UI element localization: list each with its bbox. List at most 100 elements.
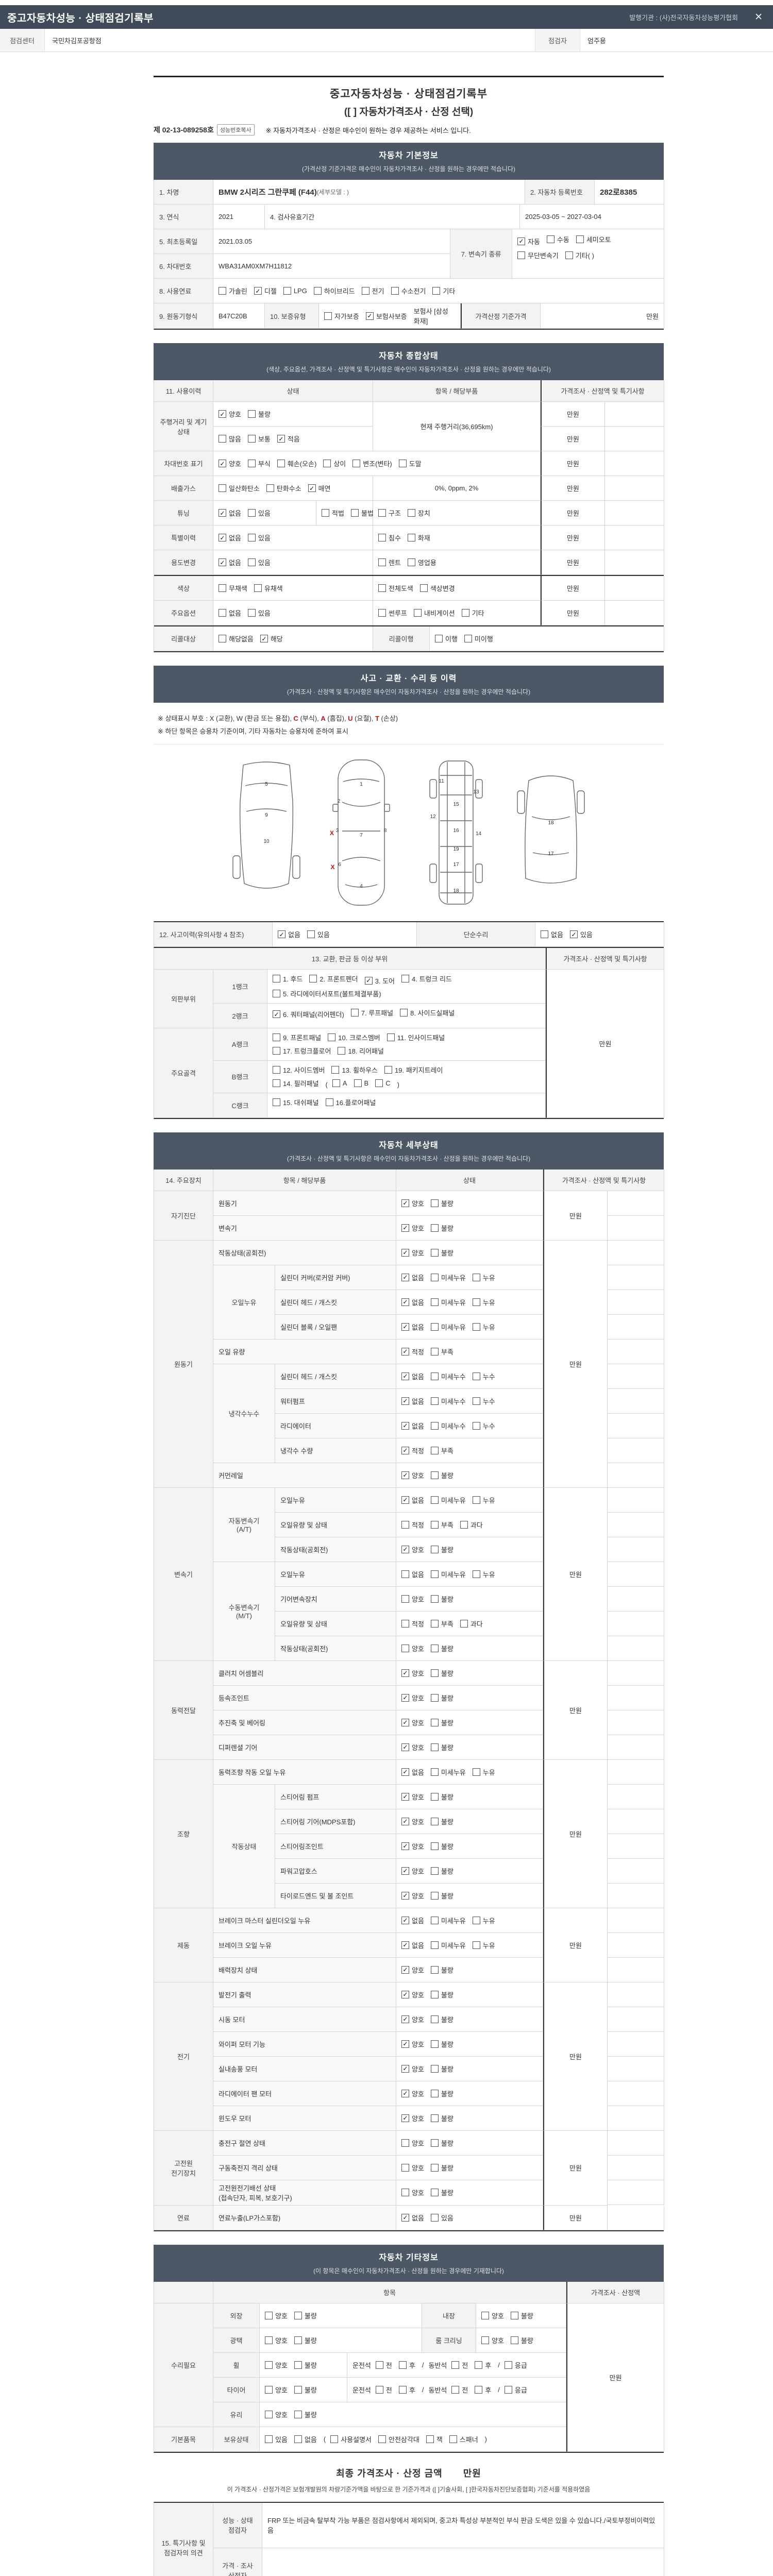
checkbox-icon[interactable] — [430, 2064, 439, 2073]
checkbox-option[interactable]: 스패너 — [449, 2434, 478, 2444]
checkbox-option[interactable]: 없음 — [219, 608, 241, 618]
checkbox-option[interactable]: 양호 — [401, 2188, 424, 2197]
checkbox-option[interactable]: 14. 필러패널 — [273, 1078, 319, 1088]
checkbox-option[interactable]: 썬루프 — [378, 608, 407, 618]
checkbox-icon[interactable] — [378, 509, 386, 517]
checkbox-checked-icon[interactable] — [219, 509, 226, 517]
checkbox-icon[interactable] — [430, 1347, 439, 1355]
checkbox-option[interactable]: 양호 — [401, 1792, 424, 1802]
checkbox-option[interactable]: 누유 — [472, 1297, 495, 1307]
checkbox-checked-icon[interactable] — [401, 1323, 409, 1331]
checkbox-option[interactable]: 불량 — [430, 1990, 453, 1999]
checkbox-option[interactable]: 미세누유 — [430, 1767, 466, 1777]
checkbox-option[interactable]: 양호 — [481, 2311, 504, 2320]
checkbox-icon[interactable] — [378, 609, 386, 617]
checkbox-icon[interactable] — [375, 2385, 383, 2394]
checkbox-option[interactable]: 불량 — [430, 1718, 453, 1727]
checkbox-checked-icon[interactable] — [401, 1496, 409, 1504]
checkbox-option[interactable]: 불법 — [350, 508, 374, 518]
checkbox-option[interactable]: 불량 — [430, 1668, 453, 1678]
checkbox-option[interactable]: 불량 — [294, 2360, 317, 2370]
checkbox-option[interactable]: 기타 — [461, 608, 484, 618]
checkbox-option[interactable]: 불량 — [430, 1545, 453, 1554]
checkbox-option[interactable]: 누수 — [472, 1396, 495, 1406]
checkbox-icon[interactable] — [541, 930, 548, 938]
checkbox-icon[interactable] — [332, 1079, 340, 1087]
checkbox-option[interactable]: 양호 — [401, 1742, 424, 1752]
checkbox-checked-icon[interactable] — [569, 930, 578, 938]
checkbox-option[interactable]: 전 — [375, 2385, 392, 2395]
checkbox-icon[interactable] — [322, 509, 329, 517]
checkbox-option[interactable]: 적법 — [322, 508, 344, 518]
checkbox-option[interactable]: 없음 — [541, 929, 563, 939]
checkbox-icon[interactable] — [430, 1298, 439, 1306]
checkbox-icon[interactable] — [219, 584, 226, 592]
checkbox-checked-icon[interactable] — [364, 976, 373, 985]
checkbox-option[interactable]: 미세누유 — [430, 1273, 466, 1282]
checkbox-icon[interactable] — [265, 2361, 273, 2369]
checkbox-option[interactable]: 누유 — [472, 1940, 495, 1950]
checkbox-option[interactable]: 후 — [398, 2360, 415, 2370]
checkbox-icon[interactable] — [430, 1323, 439, 1331]
checkbox-option[interactable]: 적음 — [277, 434, 300, 444]
checkbox-option[interactable]: 탄화수소 — [266, 483, 301, 493]
checkbox-icon[interactable] — [247, 460, 256, 467]
checkbox-option[interactable]: 하이브리드 — [313, 286, 355, 296]
checkbox-icon[interactable] — [294, 2361, 302, 2369]
checkbox-option[interactable]: 양호 — [401, 2039, 424, 2049]
checkbox-icon[interactable] — [430, 1545, 439, 1553]
checkbox-checked-icon[interactable] — [401, 1397, 409, 1405]
checkbox-checked-icon[interactable] — [401, 1768, 409, 1776]
checkbox-icon[interactable] — [430, 2163, 439, 2172]
checkbox-checked-icon[interactable] — [401, 1842, 409, 1850]
checkbox-icon[interactable] — [247, 558, 256, 566]
checkbox-option[interactable]: 없음 — [401, 1371, 424, 1381]
checkbox-option[interactable]: 부족 — [430, 1446, 453, 1455]
checkbox-icon[interactable] — [407, 558, 415, 566]
checkbox-option[interactable]: 유채색 — [254, 583, 283, 593]
checkbox-icon[interactable] — [430, 1471, 439, 1479]
checkbox-icon[interactable] — [504, 2385, 512, 2394]
checkbox-option[interactable]: 불량 — [430, 1693, 453, 1703]
checkbox-option[interactable]: 불량 — [294, 2335, 317, 2345]
checkbox-option[interactable]: 있음 — [265, 2434, 288, 2444]
checkbox-icon[interactable] — [330, 2435, 339, 2443]
checkbox-checked-icon[interactable] — [401, 2064, 409, 2073]
checkbox-checked-icon[interactable] — [401, 1248, 409, 1257]
checkbox-icon[interactable] — [277, 460, 285, 467]
checkbox-option[interactable]: 불량 — [294, 2385, 317, 2395]
checkbox-checked-icon[interactable] — [273, 1010, 280, 1018]
checkbox-option[interactable]: 불량 — [430, 2163, 453, 2173]
checkbox-option[interactable]: 부족 — [430, 1520, 453, 1530]
checkbox-checked-icon[interactable] — [219, 534, 226, 541]
checkbox-option[interactable]: 없음 — [401, 1916, 424, 1925]
checkbox-option[interactable]: 과다 — [460, 1619, 483, 1629]
checkbox-option[interactable]: 양호 — [401, 1594, 424, 1604]
checkbox-icon[interactable] — [247, 509, 256, 517]
checkbox-checked-icon[interactable] — [260, 635, 268, 642]
checkbox-icon[interactable] — [265, 2336, 273, 2344]
checkbox-option[interactable]: 전체도색 — [378, 583, 413, 593]
checkbox-icon[interactable] — [386, 1033, 395, 1041]
checkbox-option[interactable]: 미이행 — [464, 634, 493, 643]
checkbox-option[interactable]: 불량 — [430, 1223, 453, 1233]
checkbox-icon[interactable] — [247, 410, 256, 418]
checkbox-icon[interactable] — [464, 635, 472, 642]
checkbox-option[interactable]: 6. 쿼터패널(리어펜더) — [273, 1009, 344, 1019]
checkbox-checked-icon[interactable] — [278, 930, 285, 938]
checkbox-icon[interactable] — [430, 2139, 439, 2147]
checkbox-option[interactable]: 양호 — [265, 2410, 288, 2419]
checkbox-icon[interactable] — [247, 435, 256, 443]
checkbox-checked-icon[interactable] — [401, 1471, 409, 1479]
checkbox-checked-icon[interactable] — [401, 1891, 409, 1900]
checkbox-icon[interactable] — [419, 584, 428, 592]
checkbox-icon[interactable] — [407, 534, 415, 541]
checkbox-icon[interactable] — [430, 1891, 439, 1900]
checkbox-checked-icon[interactable] — [401, 1273, 409, 1281]
checkbox-option[interactable]: 보험사보증 — [365, 311, 407, 321]
checkbox-icon[interactable] — [430, 1224, 439, 1232]
checkbox-checked-icon[interactable] — [401, 1347, 409, 1355]
checkbox-icon[interactable] — [430, 2040, 439, 2048]
checkbox-option[interactable]: 미세누수 — [430, 1371, 466, 1381]
checkbox-option[interactable]: 누수 — [472, 1421, 495, 1431]
